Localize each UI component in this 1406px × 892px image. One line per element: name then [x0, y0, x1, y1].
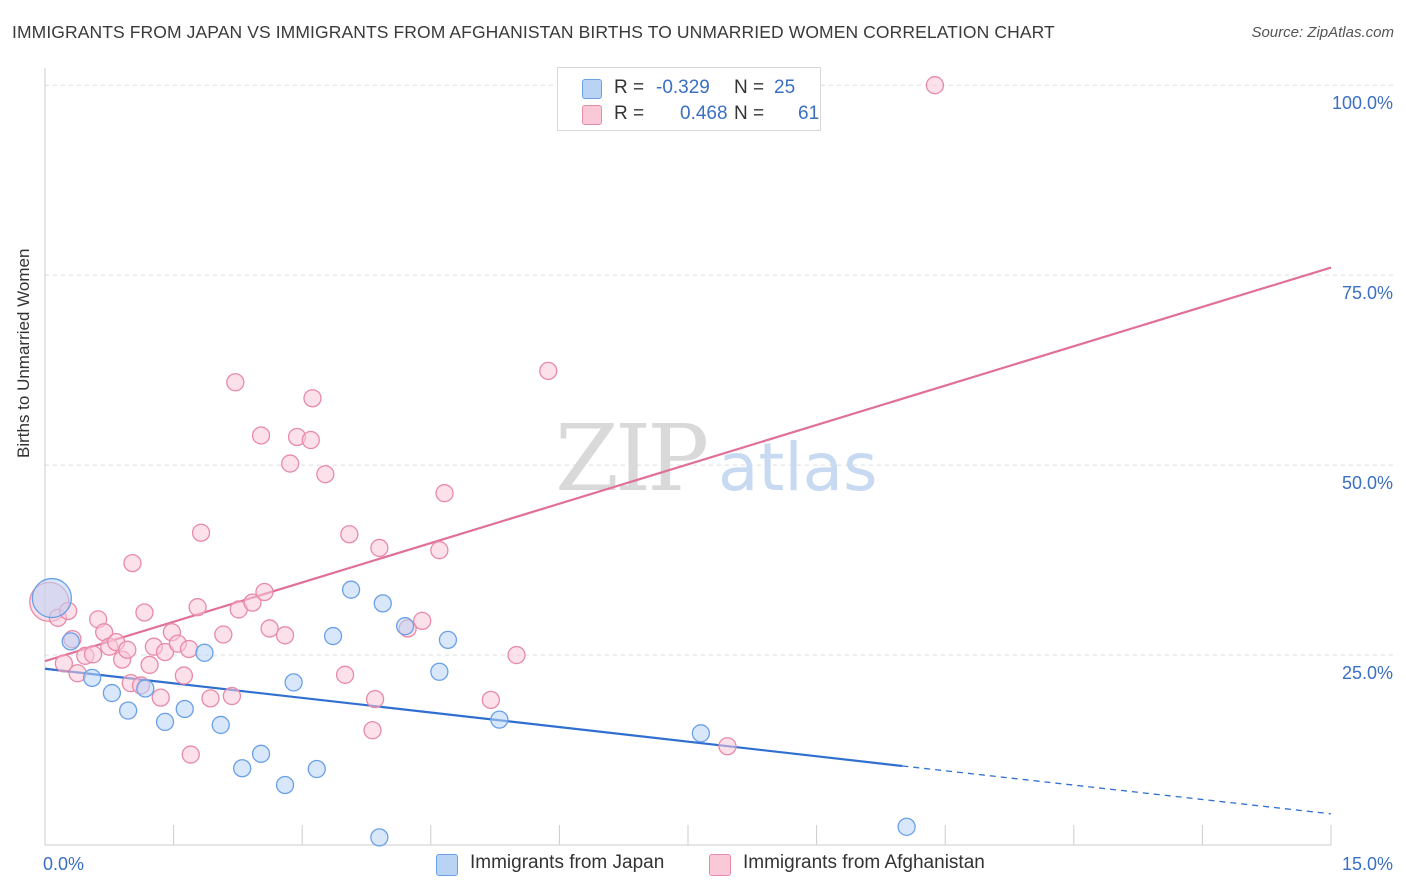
legend-r-label: R = — [614, 103, 645, 124]
bottom-legend-swatch-afghanistan — [709, 854, 731, 876]
afghanistan-point — [243, 593, 262, 612]
japan-point — [490, 710, 509, 729]
japan-point — [102, 683, 122, 703]
afghanistan-point — [507, 645, 526, 665]
afghanistan-point — [179, 639, 199, 659]
afghanistan-point — [191, 523, 211, 542]
japan-point — [233, 759, 252, 778]
legend-n-label: N = — [734, 103, 765, 124]
afghanistan-point — [413, 611, 432, 631]
legend-swatch-japan — [582, 79, 602, 99]
afghanistan-point — [370, 538, 389, 558]
bottom-legend-swatch-japan — [436, 854, 458, 876]
japan-point — [31, 577, 73, 619]
afghanistan-point — [275, 626, 295, 645]
bottom-legend-label-japan: Immigrants from Japan — [470, 852, 665, 873]
legend-n-label: N = — [734, 77, 765, 98]
japan-point — [175, 699, 194, 719]
japan-point — [323, 626, 343, 646]
japan-point — [370, 828, 389, 847]
x-tick-label-0: 0.0% — [43, 854, 84, 874]
x-tick-label-1: 15.0% — [1342, 854, 1393, 874]
japan-point — [83, 668, 102, 687]
chart-title: IMMIGRANTS FROM JAPAN VS IMMIGRANTS FROM… — [12, 22, 1055, 42]
afghanistan-point — [303, 389, 322, 408]
y-axis-label: Births to Unmarried Women — [14, 248, 33, 458]
afghanistan-point — [260, 619, 279, 638]
legend-swatch-afghanistan — [582, 105, 602, 125]
legend-r-label: R = — [614, 77, 645, 98]
tick-labels: 25.0% 50.0% 75.0% 100.0% 0.0% 15.0% — [43, 93, 1393, 874]
japan-point — [195, 643, 214, 662]
bottom-legend-label-afghanistan: Immigrants from Afghanistan — [743, 852, 985, 873]
afghanistan-point — [181, 745, 200, 764]
watermark-atlas: atlas — [718, 429, 878, 506]
japan-point — [341, 580, 361, 599]
source-label: Source: ZipAtlas.com — [1251, 24, 1394, 41]
japan-trend-extension — [902, 765, 1332, 815]
grid-lines — [45, 84, 1393, 656]
japan-point — [251, 744, 271, 763]
trend-lines — [44, 266, 1332, 815]
afghanistan-point — [118, 640, 137, 659]
japan-point — [307, 759, 326, 779]
afghanistan-point — [281, 454, 300, 473]
japan-point — [430, 662, 449, 681]
axes — [44, 68, 1332, 846]
japan-trend-line — [44, 667, 903, 768]
afghanistan-point — [340, 525, 359, 544]
afghanistan-point — [83, 645, 103, 664]
afghanistan-point — [539, 361, 558, 381]
afghanistan-point — [335, 665, 355, 684]
japan-point — [897, 817, 916, 836]
legend-r-value-afghanistan: 0.468 — [680, 103, 728, 124]
y-tick-label-3: 100.0% — [1332, 93, 1393, 113]
afghanistan-point — [226, 373, 245, 392]
afghanistan-point — [123, 553, 142, 573]
japan-point — [275, 775, 295, 795]
afghanistan-point — [135, 603, 154, 622]
correlation-legend: R = -0.329 N = 25 R = 0.468 N = 61 — [557, 67, 821, 131]
afghanistan-point — [925, 76, 945, 95]
japan-point — [691, 724, 711, 743]
japan-point — [395, 617, 415, 636]
afghanistan-point — [214, 625, 233, 644]
japan-point — [438, 630, 458, 650]
y-tick-label-2: 75.0% — [1342, 283, 1393, 303]
afghanistan-point — [140, 655, 159, 675]
afghanistan-point — [430, 541, 449, 560]
y-tick-label-1: 50.0% — [1342, 473, 1393, 493]
afghanistan-point — [255, 582, 274, 602]
afghanistan-point — [251, 426, 271, 445]
afghanistan-point — [365, 689, 385, 709]
afghanistan-point — [151, 688, 170, 707]
afghanistan-point — [174, 666, 194, 685]
afghanistan-point — [155, 642, 175, 662]
y-tick-label-0: 25.0% — [1342, 663, 1393, 683]
afghanistan-point — [301, 430, 320, 450]
afghanistan-point — [222, 686, 242, 706]
data-points — [29, 76, 945, 847]
japan-point — [136, 679, 155, 698]
japan-point — [61, 632, 80, 651]
japan-point — [119, 701, 138, 720]
afghanistan-point — [316, 465, 335, 484]
afghanistan-point — [363, 721, 382, 740]
japan-point — [284, 673, 303, 692]
japan-point — [211, 715, 230, 735]
legend-n-value-afghanistan: 61 — [798, 103, 820, 124]
afghanistan-point — [54, 654, 74, 673]
japan-point — [373, 594, 392, 613]
afghanistan-point — [435, 484, 454, 503]
japan-point — [155, 712, 175, 732]
afghanistan-point — [481, 690, 500, 710]
afghanistan-point — [188, 598, 207, 617]
afghanistan-point — [718, 737, 737, 756]
watermark-zip: ZIP — [555, 405, 706, 512]
afghanistan-point — [201, 689, 220, 708]
legend-n-value-japan: 25 — [774, 77, 796, 98]
legend-r-value-japan: -0.329 — [656, 77, 710, 98]
